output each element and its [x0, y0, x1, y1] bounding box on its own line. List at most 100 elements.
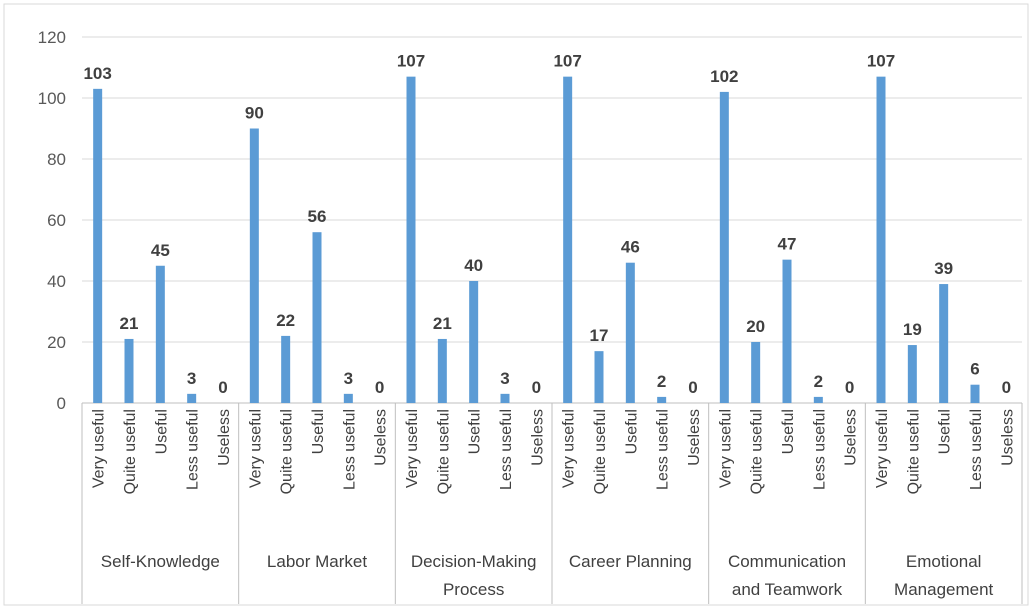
category-tick-label: Useless: [843, 409, 860, 466]
data-label: 19: [903, 320, 922, 339]
y-tick-label: 0: [57, 394, 66, 413]
category-tick-label: Very useful: [91, 409, 108, 488]
category-tick-label: Very useful: [561, 409, 578, 488]
group-label: Career Planning: [569, 552, 692, 571]
bar: [343, 393, 353, 403]
category-tick-label: Very useful: [874, 409, 891, 488]
category-tick-label: Useful: [310, 409, 327, 454]
bar: [876, 76, 886, 404]
data-label: 90: [245, 104, 264, 123]
group-label: and Teamwork: [732, 580, 843, 599]
group-label: Communication: [728, 552, 846, 571]
bar: [751, 342, 761, 403]
data-label: 3: [187, 369, 196, 388]
data-label: 56: [308, 207, 327, 226]
data-label: 46: [621, 238, 640, 257]
y-tick-label: 100: [38, 89, 66, 108]
group-label: Decision-Making: [411, 552, 537, 571]
category-tick-label: Useless: [999, 409, 1016, 466]
data-label: 45: [151, 241, 170, 260]
data-label: 20: [746, 317, 765, 336]
bar: [907, 345, 917, 403]
bar: [813, 396, 823, 403]
bar: [187, 393, 197, 403]
category-tick-label: Useful: [937, 409, 954, 454]
category-tick-label: Useful: [623, 409, 640, 454]
data-label: 103: [83, 64, 111, 83]
data-label: 3: [344, 369, 353, 388]
bar: [719, 91, 729, 404]
category-tick-label: Quite useful: [122, 409, 139, 494]
category-tick-label: Quite useful: [279, 409, 296, 494]
group-label: Process: [443, 580, 504, 599]
bar: [469, 281, 479, 403]
data-label: 107: [397, 52, 425, 71]
bar: [93, 88, 103, 403]
y-tick-label: 20: [47, 333, 66, 352]
category-tick-label: Useful: [780, 409, 797, 454]
data-label: 0: [218, 378, 227, 397]
data-label: 0: [688, 378, 697, 397]
chart-frame: [3, 3, 1029, 606]
category-tick-label: Less useful: [341, 409, 358, 490]
data-label: 21: [120, 314, 139, 333]
category-tick-label: Less useful: [185, 409, 202, 490]
data-label: 2: [657, 372, 666, 391]
category-tick-label: Useful: [153, 409, 170, 454]
bar: [563, 76, 573, 404]
category-tick-label: Quite useful: [905, 409, 922, 494]
bar: [312, 232, 322, 403]
data-label: 0: [375, 378, 384, 397]
y-tick-label: 60: [47, 211, 66, 230]
data-label: 107: [553, 52, 581, 71]
bar: [281, 335, 291, 403]
data-label: 102: [710, 67, 738, 86]
data-label: 47: [778, 235, 797, 254]
category-tick-label: Useless: [529, 409, 546, 466]
bar: [500, 393, 510, 403]
data-label: 40: [464, 256, 483, 275]
category-tick-label: Very useful: [717, 409, 734, 488]
group-label: Management: [894, 580, 994, 599]
bar: [594, 351, 604, 403]
bar: [406, 76, 416, 404]
y-tick-label: 80: [47, 150, 66, 169]
data-label: 0: [1002, 378, 1011, 397]
y-tick-label: 40: [47, 272, 66, 291]
data-label: 17: [590, 326, 609, 345]
group-label: Labor Market: [267, 552, 367, 571]
category-tick-label: Useless: [373, 409, 390, 466]
data-label: 107: [867, 52, 895, 71]
category-tick-label: Quite useful: [749, 409, 766, 494]
category-tick-label: Very useful: [404, 409, 421, 488]
data-label: 6: [970, 360, 979, 379]
category-tick-label: Less useful: [655, 409, 672, 490]
data-label: 22: [276, 311, 295, 330]
category-tick-label: Useless: [686, 409, 703, 466]
category-tick-label: Very useful: [247, 409, 264, 488]
data-label: 0: [845, 378, 854, 397]
category-tick-label: Quite useful: [435, 409, 452, 494]
data-label: 21: [433, 314, 452, 333]
data-label: 0: [532, 378, 541, 397]
bar: [657, 396, 667, 403]
bar: [970, 384, 980, 403]
category-tick-label: Less useful: [968, 409, 985, 490]
data-label: 3: [500, 369, 509, 388]
category-tick-label: Less useful: [811, 409, 828, 490]
bar: [437, 338, 447, 403]
category-tick-label: Less useful: [498, 409, 515, 490]
bar: [939, 284, 949, 403]
bar: [124, 338, 134, 403]
bar: [625, 262, 635, 403]
bar: [155, 265, 165, 403]
category-tick-label: Quite useful: [592, 409, 609, 494]
group-label: Self-Knowledge: [101, 552, 220, 571]
bar: [249, 128, 259, 403]
data-label: 2: [814, 372, 823, 391]
y-tick-label: 120: [38, 28, 66, 47]
data-label: 39: [934, 259, 953, 278]
bar: [782, 259, 792, 403]
